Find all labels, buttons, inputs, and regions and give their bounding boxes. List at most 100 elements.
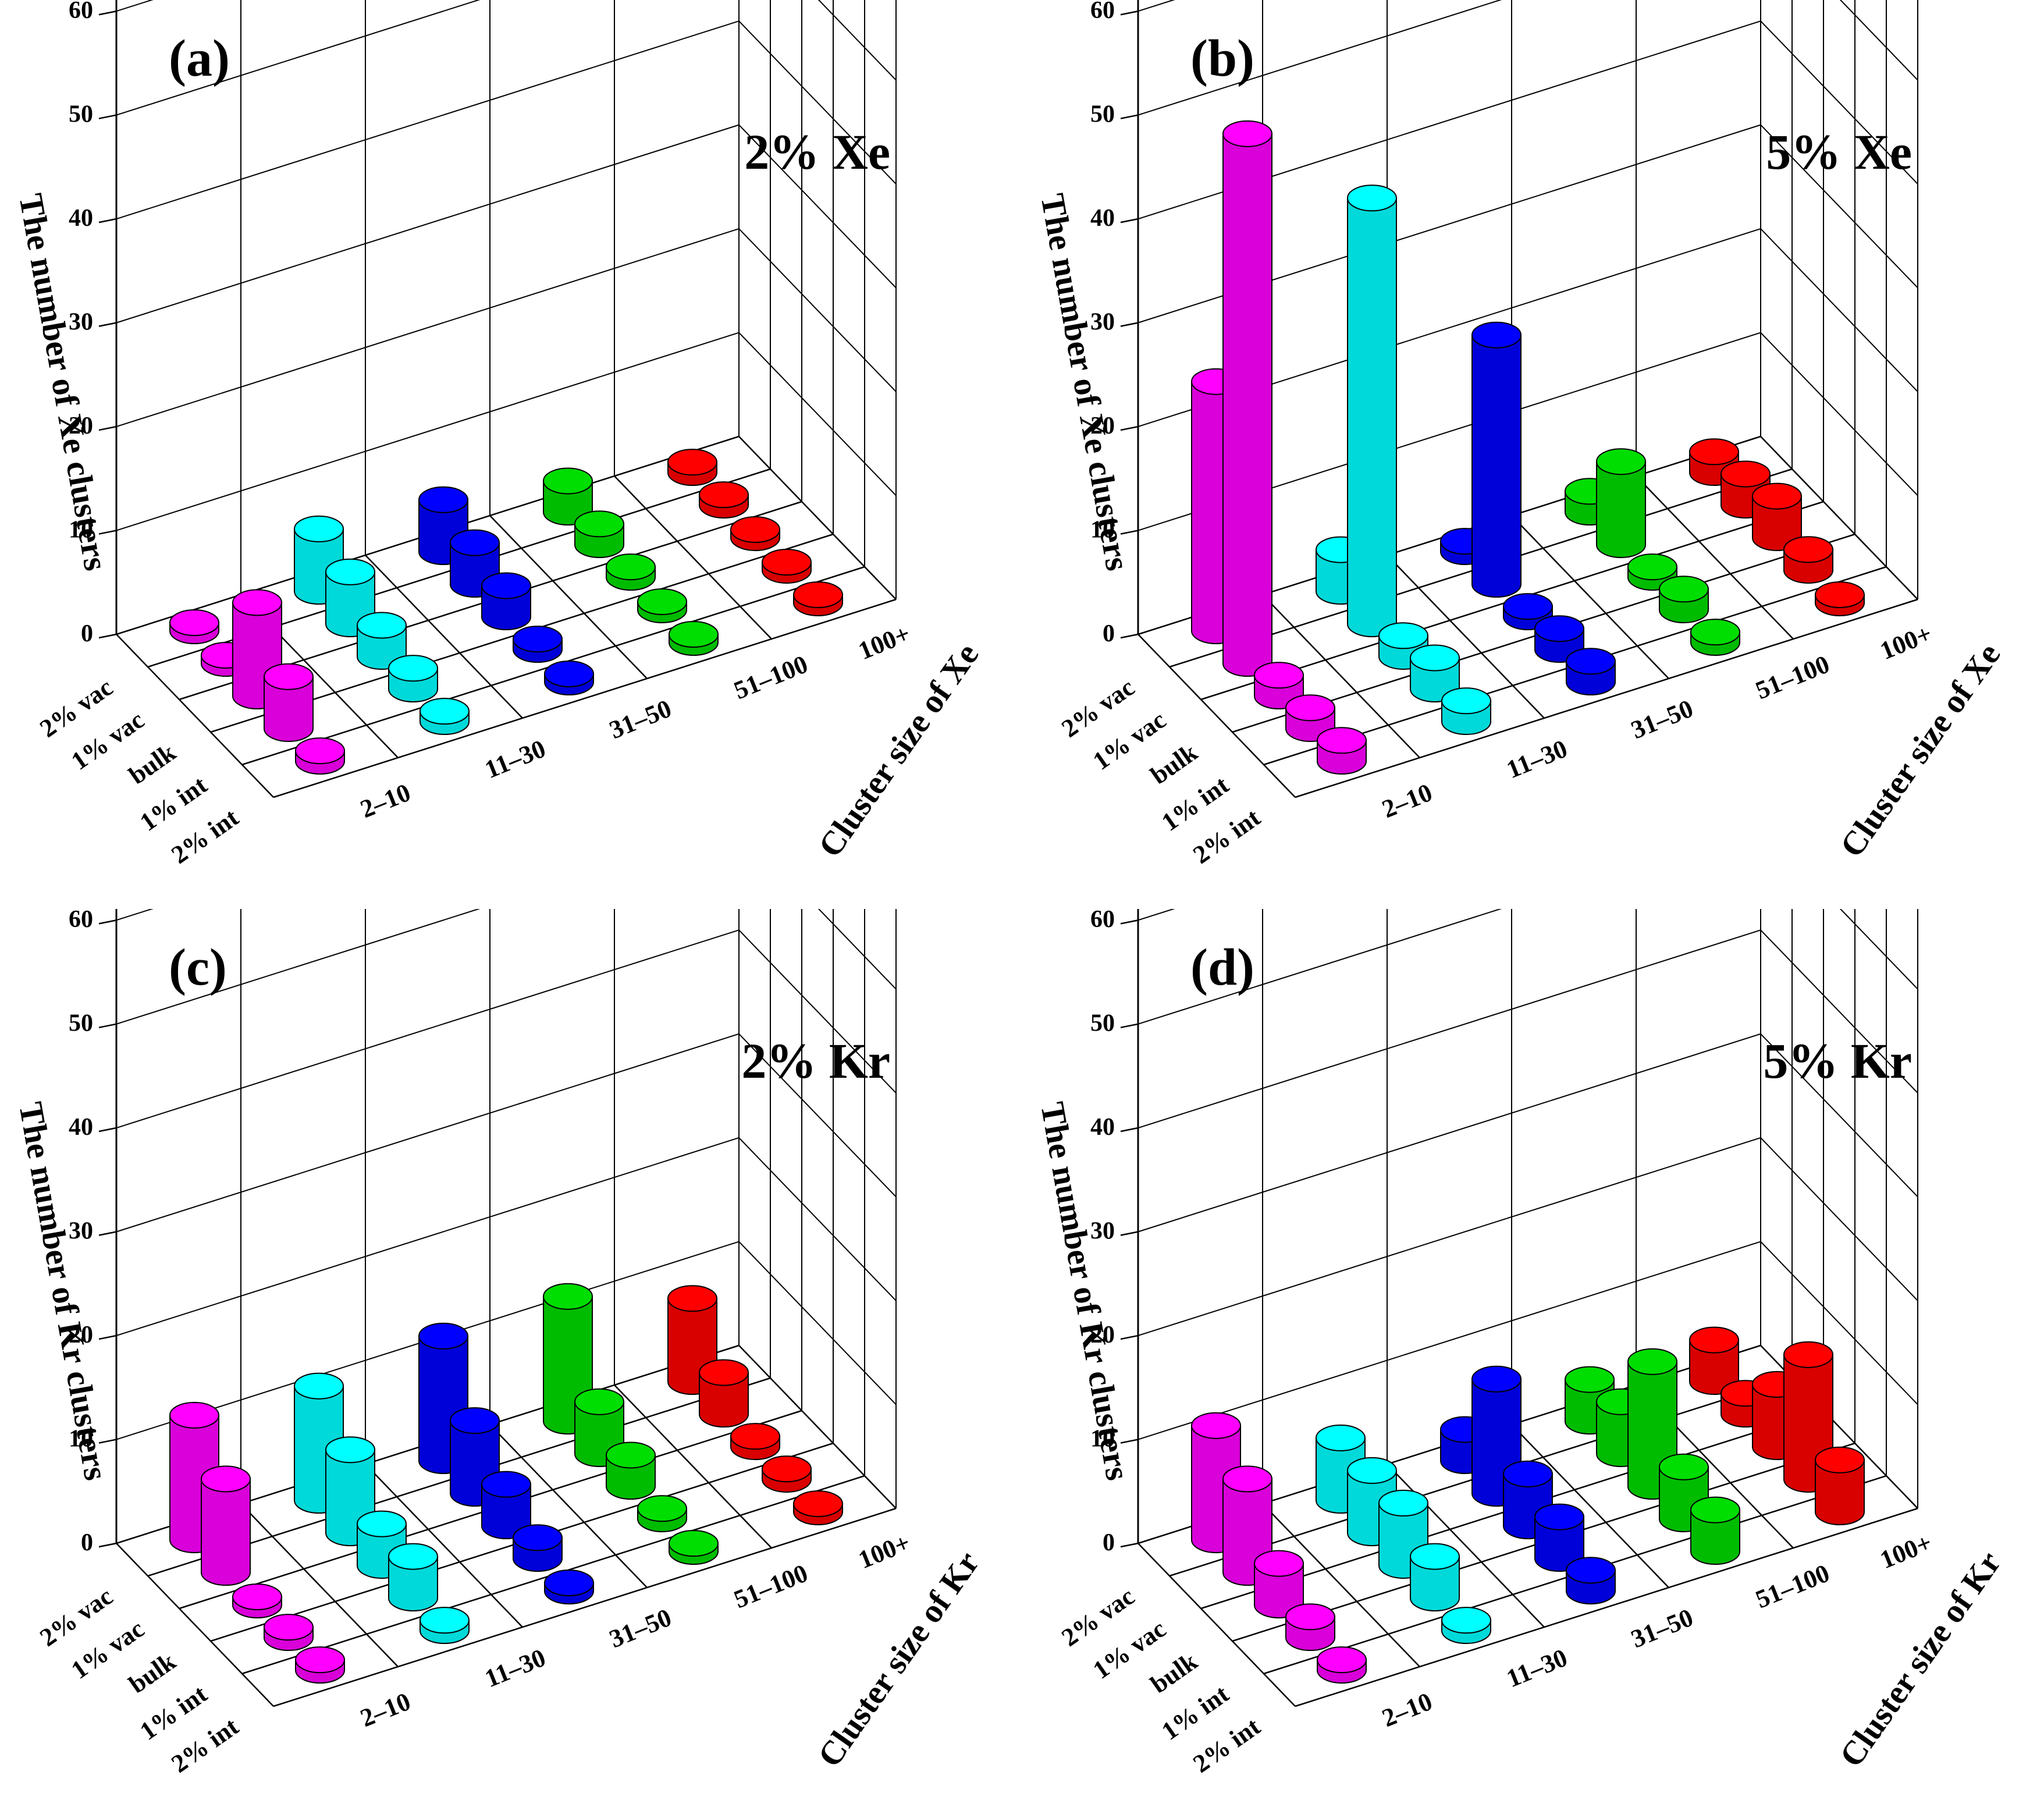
bar-2-10-2-int: [295, 737, 345, 775]
wall-gridline: [1839, 0, 1918, 81]
bar-31-50-1-vac: [1471, 321, 1522, 598]
bar-100-2-int: [1815, 1446, 1865, 1525]
bar-100-1-vac: [699, 1359, 749, 1428]
floor-gridline: [614, 475, 772, 640]
z-tick: [1120, 1334, 1139, 1340]
wall-gridline: [1760, 436, 1918, 600]
bar-2-10-2-vac: [169, 609, 219, 644]
z-tick-label: 30: [1090, 1218, 1115, 1245]
wall-gridline: [738, 124, 897, 289]
bar-11-30-2-int: [1441, 1607, 1491, 1644]
wall-gridline: [116, 20, 740, 220]
floor-gridline: [116, 1543, 274, 1707]
bar-31-50-2-int: [544, 1570, 594, 1604]
z-tick-label: 10: [1090, 1426, 1115, 1453]
size-tick-label: 31–50: [1627, 1603, 1697, 1654]
size-tick-label: 11–30: [481, 734, 549, 784]
z-tick: [98, 633, 117, 639]
bar-11-30-2-int: [1441, 687, 1491, 735]
size-axis-title: Cluster size of Xe: [1832, 636, 2007, 864]
bar-51-100-1-int: [637, 588, 687, 623]
size-tick-label: 31–50: [605, 694, 675, 745]
bar-51-100-1-int: [1659, 576, 1709, 623]
z-tick-label: 50: [69, 101, 93, 128]
z-tick-label: 20: [69, 413, 93, 439]
floor-gridline: [240, 1503, 399, 1667]
z-tick-label: 40: [69, 1114, 93, 1141]
wall-gridline: [1760, 20, 1918, 184]
z-tick: [1120, 114, 1139, 119]
z-tick-label: 20: [69, 1322, 93, 1348]
z-tick: [98, 919, 117, 925]
chart-panel-b: 0 10 20 30 40 50 60 2–10 11–30 31–50 51–100 100+ 2% …: [1033, 0, 2008, 869]
z-tick-label: 60: [1090, 909, 1115, 933]
floor-gridline: [365, 1464, 523, 1628]
z-tick-label: 0: [1103, 620, 1115, 647]
bar-2-10-2-int: [295, 1646, 345, 1684]
z-tick-label: 40: [1090, 205, 1115, 232]
condition-tick-label: bulk: [123, 1647, 181, 1699]
bar-100-1-int: [1783, 536, 1833, 584]
wall-gridline: [116, 332, 740, 531]
z-tick-label: 30: [69, 309, 93, 336]
panel-title: 2% Xe: [744, 124, 890, 180]
wall-gridline: [1137, 0, 1502, 116]
z-tick-label: 50: [1090, 1010, 1115, 1037]
wall-gridline: [738, 929, 897, 1093]
size-tick-label: 2–10: [1378, 778, 1436, 823]
wall-gridline: [738, 228, 897, 392]
z-tick: [98, 10, 117, 16]
bar-31-50-2-int: [1566, 648, 1616, 695]
wall-gridline: [1760, 332, 1918, 496]
z-tick: [98, 425, 117, 431]
z-tick: [98, 530, 117, 535]
bars: [169, 449, 843, 775]
wall-gridline: [116, 0, 154, 12]
bar-11-30-1-int: [388, 655, 438, 702]
wall-gridline: [1760, 1241, 1918, 1405]
wall-gridline: [1137, 1241, 1761, 1440]
bars: [1191, 120, 1865, 775]
chart-panel-a: 0 10 20 30 40 50 60 2–10 11–30 31–50 51–100 100+ 2% …: [12, 0, 986, 869]
size-tick-label: 100+: [1876, 1528, 1936, 1575]
z-tick: [98, 114, 117, 119]
wall-gridline: [116, 0, 481, 116]
bar-31-50-2-int: [1566, 1557, 1616, 1604]
z-tick: [1120, 919, 1139, 925]
z-tick: [98, 1542, 117, 1548]
floor-gridline: [1295, 598, 1918, 798]
panel-label: (c): [169, 939, 227, 996]
wall-gridline: [116, 1137, 740, 1337]
z-tick-label: 50: [69, 1010, 93, 1037]
bar-2-10-1-int: [264, 663, 314, 742]
wall-gridline: [1137, 929, 1761, 1129]
bar-2-10-1-int: [1285, 694, 1335, 742]
wall-gridline: [1760, 124, 1918, 289]
z-tick: [1120, 530, 1139, 535]
floor-gridline: [1295, 1507, 1918, 1707]
bar-51-100-2-int: [669, 621, 719, 656]
wall-gridline: [738, 1345, 897, 1509]
wall-gridline: [1137, 1137, 1761, 1337]
z-tick: [1120, 10, 1139, 16]
panel-label: (d): [1190, 939, 1254, 996]
bar-51-100-bulk: [606, 553, 656, 591]
size-tick-label: 2–10: [356, 778, 414, 823]
wall-gridline: [116, 909, 154, 921]
z-tick: [1120, 218, 1139, 223]
size-tick-label: 51–100: [1751, 649, 1833, 705]
wall-gridline: [817, 909, 897, 990]
plot-area: 0 10 20 30 40 50 60 2–10 11–30 31–50 51–100 100+ 2% …: [35, 0, 914, 869]
floor-gridline: [273, 1507, 897, 1707]
bar-11-30-2-int: [420, 1607, 470, 1644]
wall-gridline: [738, 1137, 897, 1301]
wall-gridline: [1137, 909, 1175, 921]
bar-51-100-bulk: [606, 1441, 656, 1500]
size-axis-title: Cluster size of Xe: [811, 636, 986, 864]
panel-label: (b): [1190, 30, 1254, 87]
wall-gridline: [1137, 0, 1175, 12]
size-tick-label: 11–30: [481, 1643, 549, 1693]
